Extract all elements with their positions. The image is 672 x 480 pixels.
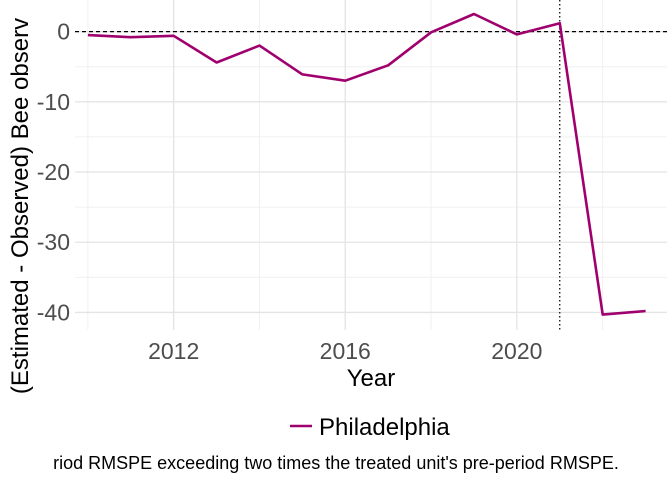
y-axis-tick-labels: 0 -10 -20 -30 -40 xyxy=(37,19,70,326)
y-axis-title: (Estimated - Observed) Bee observ xyxy=(7,18,34,394)
x-tick-label: 2012 xyxy=(148,338,199,364)
grid-minor xyxy=(75,0,667,330)
x-axis-tick-labels: 2012 2016 2020 xyxy=(148,338,542,364)
y-tick-label: 0 xyxy=(57,19,70,45)
y-tick-label: -40 xyxy=(37,299,70,325)
legend: Philadelphia xyxy=(290,414,450,441)
y-tick-label: -30 xyxy=(37,229,70,255)
legend-label-philadelphia: Philadelphia xyxy=(319,414,450,441)
grid-major xyxy=(75,0,667,330)
y-tick-label: -10 xyxy=(37,89,70,115)
x-tick-label: 2020 xyxy=(491,338,542,364)
x-tick-label: 2016 xyxy=(320,338,371,364)
series-layer xyxy=(87,12,646,316)
x-axis-title: Year xyxy=(347,365,396,392)
series-line-philadelphia xyxy=(87,12,646,316)
caption: riod RMSPE exceeding two times the treat… xyxy=(53,453,619,473)
y-tick-label: -20 xyxy=(37,159,70,185)
